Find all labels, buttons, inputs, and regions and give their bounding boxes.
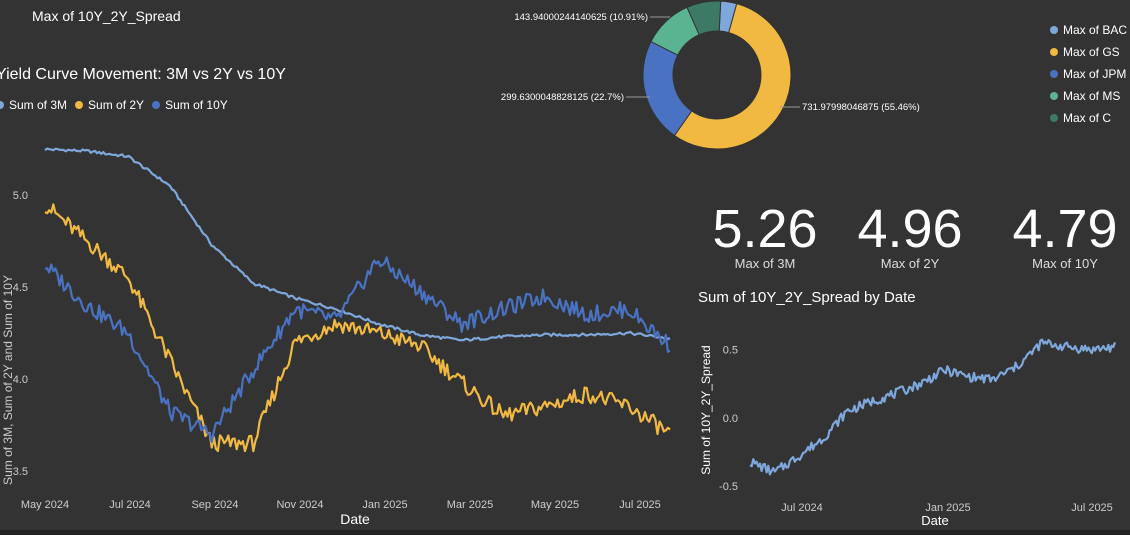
donut-legend-label-0: Max of BAC	[1063, 23, 1128, 37]
spread-series-line[interactable]	[749, 338, 1117, 476]
line-chart-series	[44, 147, 671, 453]
donut-legend-dot-4	[1050, 114, 1058, 122]
legend-label-10y: Sum of 10Y	[165, 98, 228, 112]
legend-dot-3m	[0, 101, 4, 109]
spread-chart-ylabel: Sum of 10Y_2Y_Spread	[699, 345, 713, 474]
line-chart-legend: Sum of 3M Sum of 2Y Sum of 10Y	[0, 94, 228, 116]
spread-x-tick-2: Jul 2025	[1071, 502, 1113, 514]
kpi-2y-value: 4.96	[857, 199, 963, 259]
spread-y-tick-1: 0.0	[723, 413, 738, 425]
donut-slice-2[interactable]	[642, 40, 693, 137]
line-chart-y-ticks: 3.5 4.0 4.5 5.0	[13, 190, 28, 478]
line-x-tick-0: May 2024	[21, 499, 69, 511]
donut-legend: Max of BAC Max of GS Max of JPM Max of MS Ma…	[1050, 19, 1127, 129]
kpi-3m-value: 5.26	[712, 199, 818, 259]
line-x-tick-3: Nov 2024	[276, 499, 323, 511]
spread-y-tick-2: 0.5	[723, 345, 738, 357]
donut-legend-item-0[interactable]: Max of BAC	[1050, 19, 1127, 41]
bottom-scrollbar[interactable]	[0, 530, 1130, 535]
line-chart-xlabel: Date	[340, 511, 370, 527]
donut-label-1: 731.97998046875 (55.46%)	[802, 102, 920, 113]
line-y-tick-1: 4.0	[13, 374, 28, 386]
donut-chart: 143.94000244140625 (10.91%) 299.630004882…	[501, 0, 920, 150]
kpi-10y-value: 4.79	[1012, 199, 1118, 259]
donut-legend-item-2[interactable]: Max of JPM	[1050, 63, 1127, 85]
legend-dot-2y	[75, 101, 84, 109]
donut-legend-dot-3	[1050, 92, 1058, 100]
yield-line-chart: Sum of 3M, Sum of 2Y and Sum of 10Y 3.5 4…	[1, 147, 671, 527]
donut-legend-dot-2	[1050, 70, 1058, 78]
spread-chart-x-ticks: Jul 2024 Jan 2025 Jul 2025	[781, 502, 1113, 514]
donut-data-labels: 143.94000244140625 (10.91%) 299.630004882…	[501, 12, 920, 113]
line-y-tick-0: 3.5	[13, 466, 28, 478]
donut-legend-dot-1	[1050, 48, 1058, 56]
donut-legend-label-1: Max of GS	[1063, 45, 1120, 59]
donut-label-2: 299.6300048828125 (22.7%)	[501, 92, 624, 103]
card-title: Max of 10Y_2Y_Spread	[32, 8, 181, 24]
donut-legend-item-3[interactable]: Max of MS	[1050, 85, 1127, 107]
line-series-1[interactable]	[44, 203, 671, 453]
spread-chart-y-ticks: -0.5 0.0 0.5	[719, 345, 738, 494]
spread-x-tick-1: Jan 2025	[925, 502, 970, 514]
line-y-tick-3: 5.0	[13, 190, 28, 202]
donut-legend-item-4[interactable]: Max of C	[1050, 107, 1127, 129]
line-chart-x-ticks: May 2024 Jul 2024 Sep 2024 Nov 2024 Jan 2025…	[21, 499, 661, 511]
spread-line-chart: Sum of 10Y_2Y_Spread -0.5 0.0 0.5 Jul 2024…	[699, 338, 1117, 528]
legend-dot-10y	[152, 101, 161, 109]
donut-label-3: 143.94000244140625 (10.91%)	[514, 12, 648, 23]
spread-chart-xlabel: Date	[921, 513, 948, 528]
legend-item-2y[interactable]: Sum of 2Y	[75, 94, 144, 116]
spread-y-tick-0: -0.5	[719, 481, 738, 493]
line-x-tick-4: Jan 2025	[362, 499, 407, 511]
donut-legend-label-3: Max of MS	[1063, 89, 1121, 103]
line-x-tick-6: May 2025	[531, 499, 579, 511]
donut-legend-dot-0	[1050, 26, 1058, 34]
legend-item-10y[interactable]: Sum of 10Y	[152, 94, 228, 116]
line-series-0[interactable]	[44, 147, 671, 342]
kpi-2y-label: Max of 2Y	[880, 256, 940, 271]
spread-x-tick-0: Jul 2024	[781, 502, 823, 514]
line-chart-ylabel: Sum of 3M, Sum of 2Y and Sum of 10Y	[1, 275, 15, 485]
kpi-3m-label: Max of 3M	[734, 256, 796, 271]
donut-slices	[642, 0, 792, 150]
donut-slice-4[interactable]	[686, 0, 722, 36]
line-x-tick-5: Mar 2025	[447, 499, 493, 511]
donut-slice-1[interactable]	[673, 3, 792, 150]
kpi-10y-label: Max of 10Y	[1032, 256, 1098, 271]
line-series-2[interactable]	[44, 256, 671, 444]
legend-label-3m: Sum of 3M	[9, 98, 68, 112]
spread-chart-title: Sum of 10Y_2Y_Spread by Date	[698, 289, 916, 306]
line-chart-title: Yield Curve Movement: 3M vs 2Y vs 10Y	[0, 66, 286, 83]
donut-legend-item-1[interactable]: Max of GS	[1050, 41, 1127, 63]
legend-label-2y: Sum of 2Y	[88, 98, 145, 112]
spread-chart-series	[749, 338, 1117, 476]
line-x-tick-7: Jul 2025	[619, 499, 661, 511]
line-y-tick-2: 4.5	[13, 282, 28, 294]
legend-item-3m[interactable]: Sum of 3M	[0, 94, 67, 116]
line-x-tick-1: Jul 2024	[109, 499, 151, 511]
line-x-tick-2: Sep 2024	[191, 499, 238, 511]
donut-legend-label-4: Max of C	[1063, 111, 1112, 125]
donut-legend-label-2: Max of JPM	[1063, 67, 1127, 81]
